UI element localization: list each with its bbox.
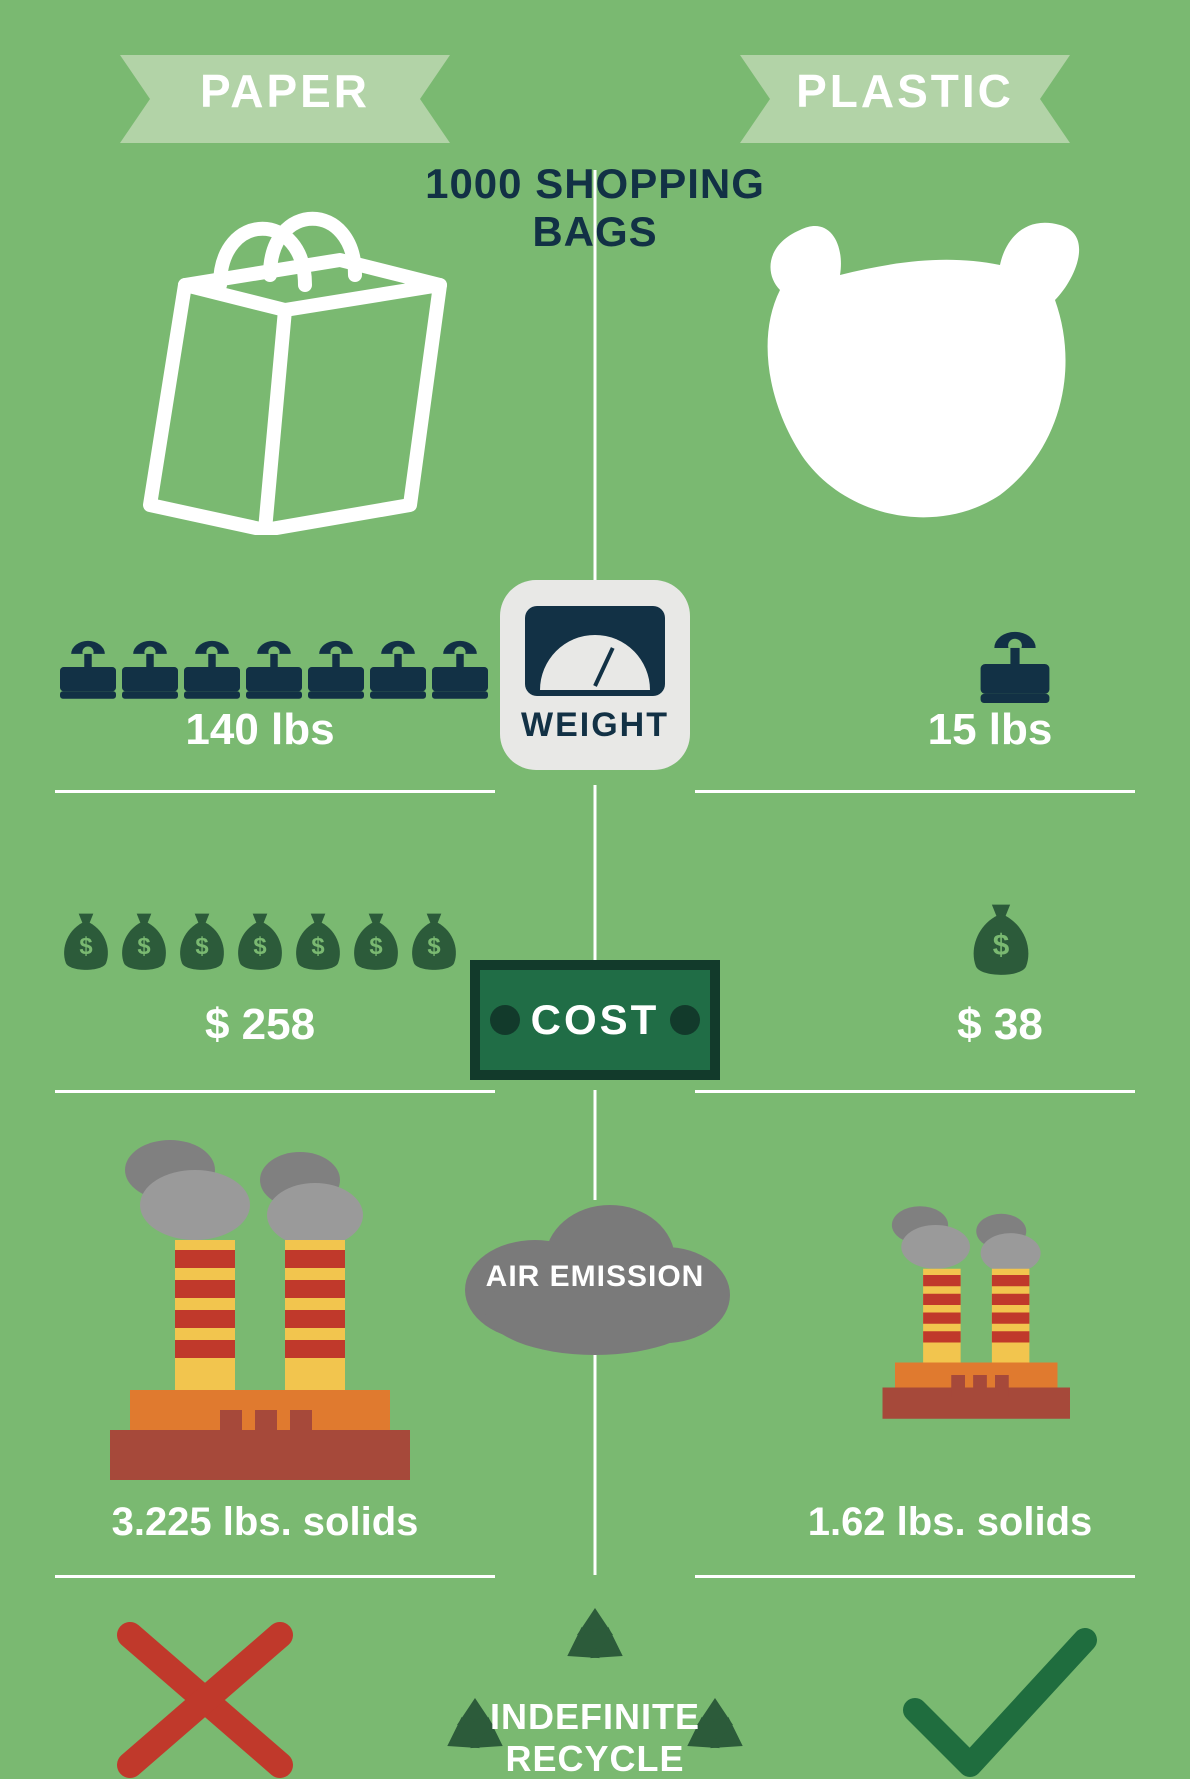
moneybag-icon: $ (292, 910, 344, 974)
center-vline-4 (594, 1330, 597, 1575)
plastic-cost-icons: $ (967, 900, 1035, 980)
paper-label: PAPER (120, 64, 450, 118)
moneybag-icon: $ (408, 910, 460, 974)
rule-weight-right (695, 790, 1135, 793)
recycle-arrow-icon (555, 1600, 635, 1680)
plastic-weight-value: 15 lbs (860, 705, 1120, 755)
plastic-weight-icons (980, 625, 1050, 703)
weight-badge: WEIGHT (500, 580, 690, 770)
cost-label: COST (531, 996, 660, 1044)
scale-small-icon (980, 625, 1050, 703)
rule-cost-right (695, 1090, 1135, 1093)
center-vline-2 (594, 785, 597, 965)
factory-large-icon (90, 1130, 410, 1490)
recycle-line1: INDEFINITE (490, 1696, 700, 1737)
factory-small-icon (870, 1200, 1070, 1425)
rule-weight-left (55, 790, 495, 793)
paper-cost-value: $ 258 (150, 1000, 370, 1050)
moneybag-icon: $ (350, 910, 402, 974)
weight-label: WEIGHT (521, 706, 669, 745)
cost-badge: COST (470, 960, 720, 1080)
scale-small-icon (184, 635, 240, 699)
x-icon (110, 1615, 300, 1779)
rule-emission-right (695, 1575, 1135, 1578)
recycle-line2: RECYCLE (505, 1738, 684, 1779)
svg-text:$: $ (993, 929, 1010, 962)
scale-small-icon (246, 635, 302, 699)
scale-small-icon (432, 635, 488, 699)
paper-weight-icons (60, 635, 488, 699)
center-vline-3 (594, 1090, 597, 1200)
check-icon (900, 1625, 1100, 1779)
svg-text:$: $ (137, 933, 150, 960)
moneybag-icon: $ (60, 910, 112, 974)
title-line1: 1000 SHOPPING (425, 160, 765, 207)
rule-emission-left (55, 1575, 495, 1578)
infographic-canvas: PAPER PLASTIC 1000 SHOPPING BAGS WEIGHT (0, 0, 1190, 1779)
recycle-label: INDEFINITE RECYCLE (490, 1696, 700, 1779)
plastic-bag-icon (740, 210, 1100, 530)
emission-label: AIR EMISSION (486, 1260, 705, 1294)
paper-bag-icon (140, 175, 460, 535)
scale-small-icon (370, 635, 426, 699)
title-line2: BAGS (532, 208, 657, 255)
plastic-emission-value: 1.62 lbs. solids (770, 1500, 1130, 1545)
scale-small-icon (308, 635, 364, 699)
paper-emission-value: 3.225 lbs. solids (85, 1500, 445, 1545)
moneybag-icon: $ (118, 910, 170, 974)
svg-text:$: $ (195, 933, 208, 960)
svg-text:$: $ (369, 933, 382, 960)
svg-text:$: $ (311, 933, 324, 960)
paper-cost-icons: $ $ $ $ $ $ $ (60, 910, 460, 974)
scale-small-icon (122, 635, 178, 699)
moneybag-icon: $ (176, 910, 228, 974)
plastic-label: PLASTIC (740, 64, 1070, 118)
rule-cost-left (55, 1090, 495, 1093)
scale-dial-icon (525, 606, 665, 696)
paper-weight-value: 140 lbs (120, 705, 400, 755)
plastic-cost-value: $ 38 (890, 1000, 1110, 1050)
svg-text:$: $ (427, 933, 440, 960)
scale-small-icon (60, 635, 116, 699)
moneybag-icon: $ (967, 900, 1035, 980)
svg-text:$: $ (79, 933, 92, 960)
svg-text:$: $ (253, 933, 266, 960)
moneybag-icon: $ (234, 910, 286, 974)
